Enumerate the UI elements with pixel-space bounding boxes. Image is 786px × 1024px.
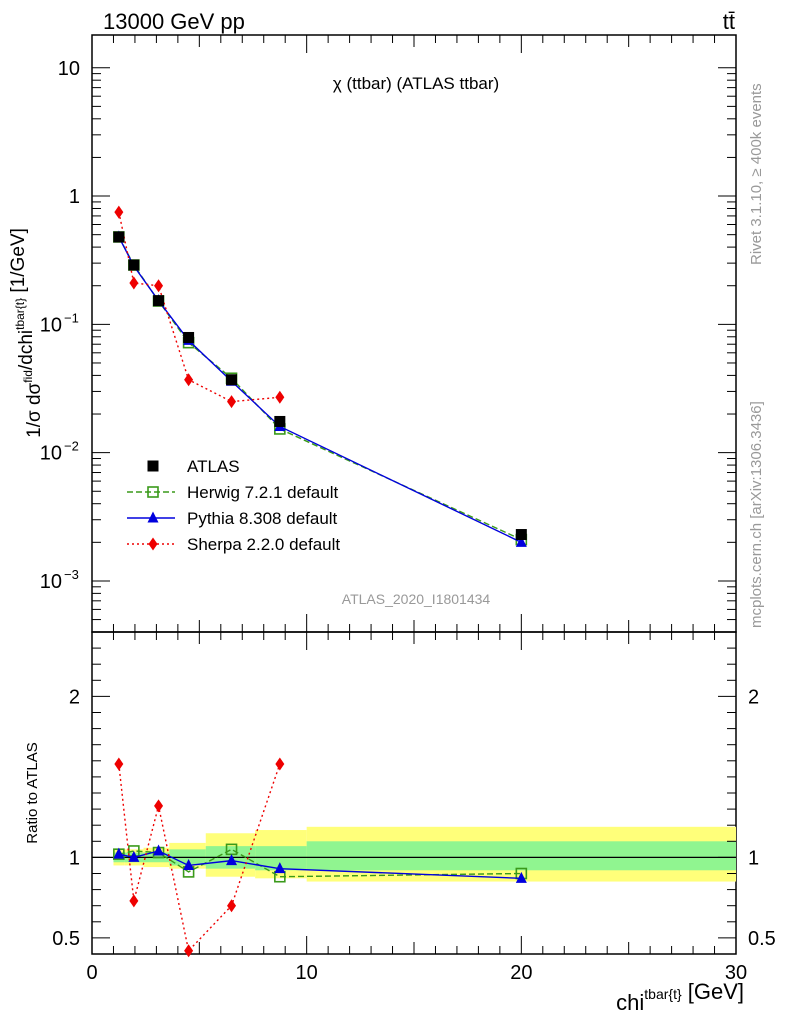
y-tick-exponent: −2 <box>64 439 79 454</box>
legend-marker <box>147 460 159 472</box>
ratio-series-line <box>118 848 522 878</box>
y-axis-label-main-text: 1/σ dσfid/dchitbar{t} [1/GeV] <box>8 228 45 438</box>
mcplots-label: mcplots.cern.ch [arXiv:1306.3436] <box>748 401 765 628</box>
y-tick-label: 10 <box>40 314 62 336</box>
ratio-data-point <box>129 894 139 908</box>
x-axis-label-text: chitbar{t} [GeV] <box>616 979 744 1015</box>
main-data-point <box>184 373 194 387</box>
ratio-data-point <box>184 944 194 958</box>
x-tick-label: 30 <box>725 962 747 984</box>
main-data-point <box>128 259 140 271</box>
ratio-data-point <box>114 757 124 771</box>
y-tick-exponent: −1 <box>64 310 79 325</box>
legend-label: Sherpa 2.2.0 default <box>187 535 340 554</box>
ratio-data-point <box>153 844 165 856</box>
legend-marker <box>147 486 159 498</box>
ratio-data-point <box>275 757 285 771</box>
ratio-data-point <box>128 850 140 862</box>
ratio-data-point <box>227 899 237 913</box>
main-data-point <box>114 205 124 219</box>
ratio-data-point <box>183 858 195 870</box>
ratio-data-point <box>274 862 286 874</box>
ratio-y-tick-label-right: 1 <box>748 847 759 869</box>
main-series-line <box>118 211 280 403</box>
x-tick-label: 20 <box>510 962 532 984</box>
main-data-point <box>183 331 195 343</box>
legend-marker <box>148 537 158 551</box>
main-data-point <box>129 276 139 290</box>
main-data-point <box>153 295 165 307</box>
x-axis-label: chitbar{t} [GeV] <box>616 979 744 1015</box>
x-tick-label: 0 <box>86 962 97 984</box>
legend-label: Herwig 7.2.1 default <box>187 483 338 502</box>
ratio-data-point <box>515 871 527 883</box>
analysis-watermark: ATLAS_2020_I1801434 <box>342 591 491 607</box>
legend: ATLAS Herwig 7.2.1 default Pythia 8.308 de… <box>127 457 340 554</box>
y-axis-label-ratio: Ratio to ATLAS <box>24 742 41 843</box>
header-energy: 13000 GeV pp <box>103 9 245 34</box>
main-title: χ (ttbar) (ATLAS ttbar) <box>333 74 499 93</box>
legend-label: Pythia 8.308 default <box>187 509 338 528</box>
ratio-y-tick-label: 2 <box>69 686 80 708</box>
uncertainty-band-inner <box>306 841 736 871</box>
legend-label: ATLAS <box>187 457 240 476</box>
y-tick-exponent: −3 <box>64 567 79 582</box>
main-data-point <box>515 529 527 541</box>
ratio-plot-panel: 0.5 0.51 12 20 10 20 30 <box>52 631 776 984</box>
legend-marker <box>147 511 159 523</box>
ratio-y-tick-label: 0.5 <box>52 928 80 950</box>
main-data-point <box>275 390 285 404</box>
main-plot-panel: χ (ttbar) (ATLAS ttbar) ATLAS_2020_I1801… <box>40 34 737 633</box>
y-tick-label: 10 <box>40 571 62 593</box>
x-tick-label: 10 <box>296 962 318 984</box>
main-data-point <box>154 279 164 293</box>
y-tick-label: 10 <box>58 58 80 80</box>
ratio-data-point <box>154 799 164 813</box>
y-tick-label: 1 <box>69 186 80 208</box>
ratio-data-point <box>226 854 238 866</box>
ratio-series-line <box>118 763 281 953</box>
main-data-point <box>274 415 286 427</box>
ratio-y-tick-label-right: 0.5 <box>748 928 776 950</box>
main-data-point <box>113 231 125 243</box>
ratio-data-point <box>113 847 125 859</box>
header-process: tt̄ <box>723 9 735 34</box>
y-tick-label: 10 <box>40 443 62 465</box>
ratio-plot-frame <box>91 631 737 955</box>
ratio-y-tick-label: 1 <box>69 847 80 869</box>
main-data-point <box>227 395 237 409</box>
ratio-y-tick-label-right: 2 <box>748 686 759 708</box>
main-data-point <box>226 374 238 386</box>
y-axis-label-text: 1/σ dσfid/dchitbar{t} [1/GeV] <box>8 228 45 438</box>
rivet-label: Rivet 3.1.10, ≥ 400k events <box>748 83 765 265</box>
main-data-point <box>515 535 527 547</box>
y-axis-label-main: 1/σ dσfid/dchitbar{t} [1/GeV] <box>8 228 45 438</box>
